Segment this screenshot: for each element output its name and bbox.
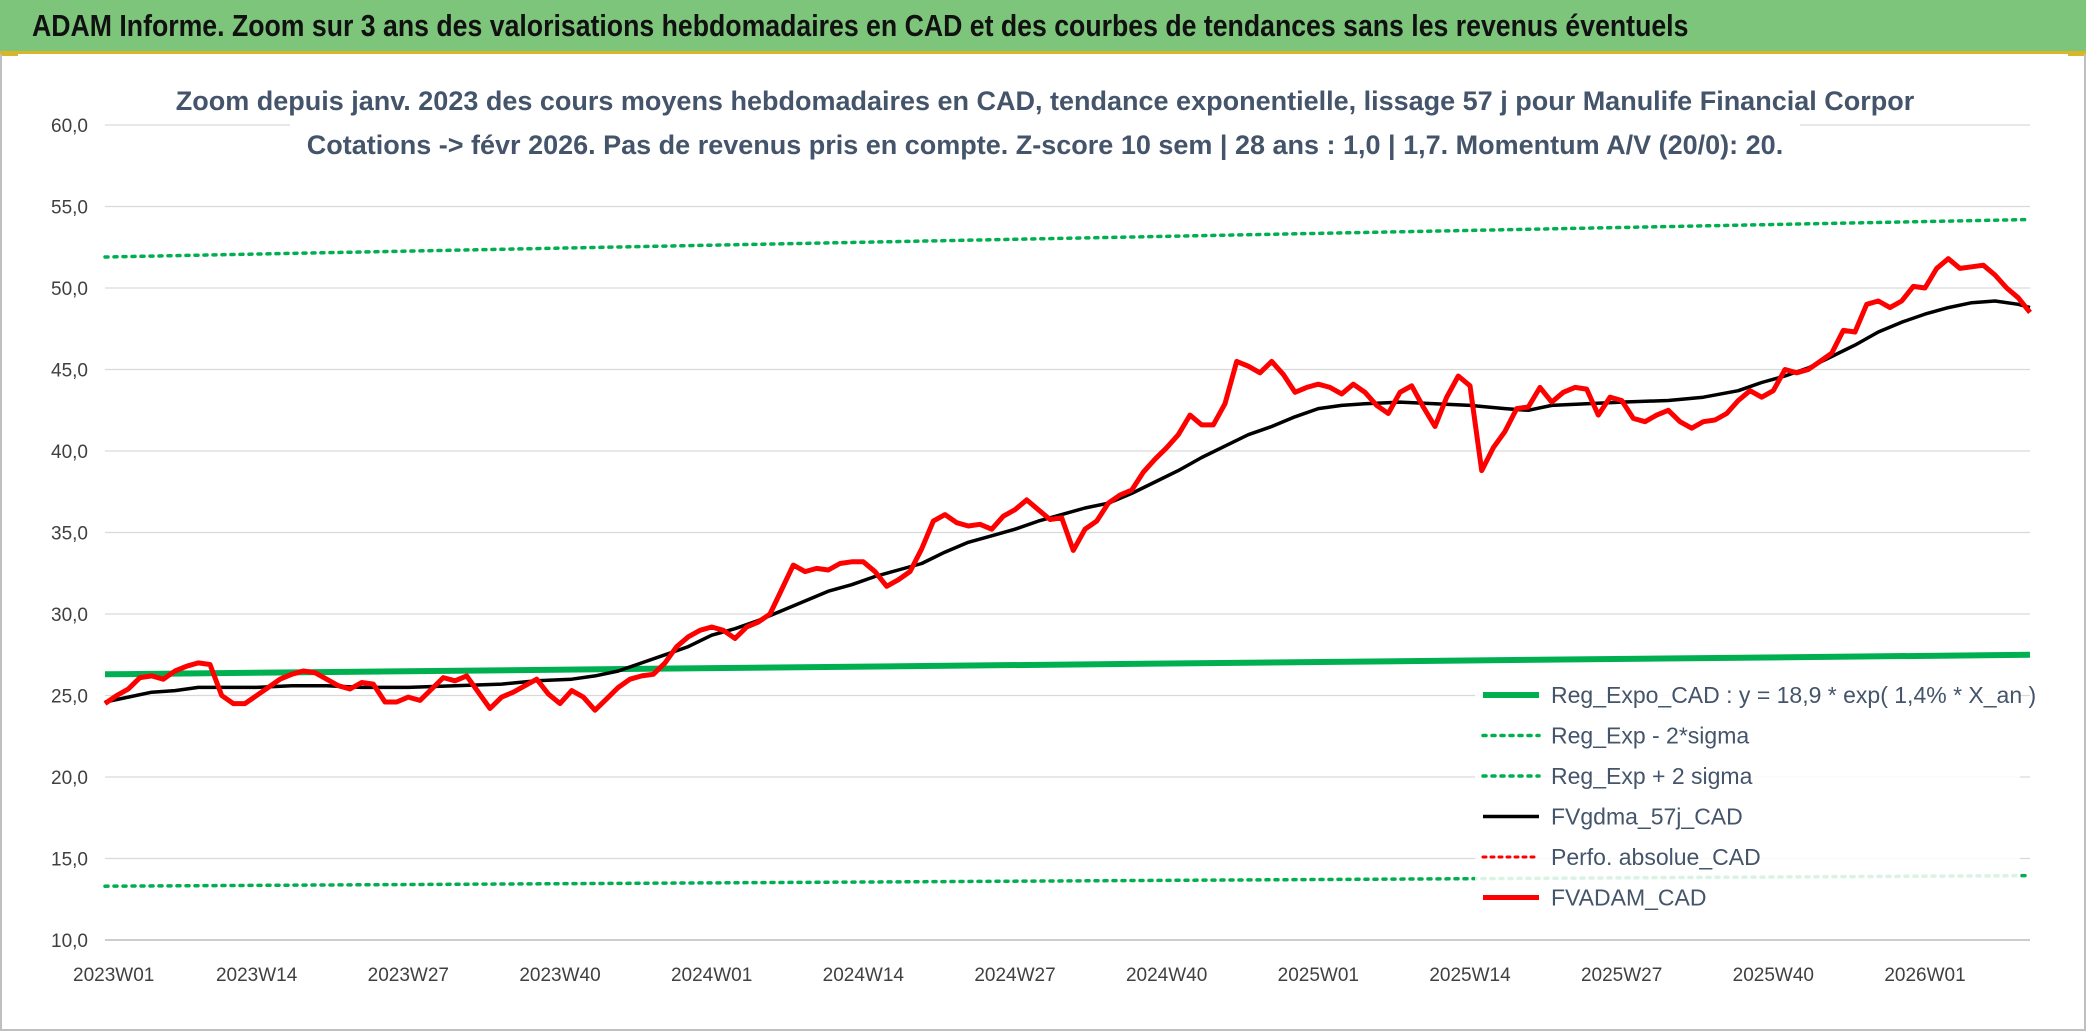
chart-title-line-2: Cotations -> févr 2026. Pas de revenus p… (307, 130, 1783, 160)
legend: Reg_Expo_CAD : y = 18,9 * exp( 1,4% * X_… (1475, 671, 2036, 921)
moving-average-line (104, 299, 2031, 704)
chart-frame (0, 54, 2086, 1031)
x-tick-label: 2025W01 (1278, 965, 1359, 986)
legend-label: Reg_Expo_CAD : y = 18,9 * exp( 1,4% * X_… (1551, 682, 2036, 708)
corner-accent-right (2068, 52, 2086, 56)
legend-background (1475, 671, 2020, 921)
y-tick-label: 20,0 (51, 768, 88, 789)
x-tick-label: 2025W14 (1429, 965, 1511, 986)
y-tick-label: 15,0 (51, 850, 88, 871)
regression-line (104, 651, 2031, 678)
legend-label: Reg_Exp + 2 sigma (1551, 763, 1753, 789)
x-tick-label: 2024W14 (823, 965, 905, 986)
y-axis-ticks: 10,0 15,0 20,0 25,0 30,0 35,0 40,0 45,0 50,0 55,0… (51, 116, 88, 952)
x-tick-label: 2025W40 (1733, 965, 1814, 986)
x-tick-label: 2023W01 (73, 965, 154, 986)
report-title: ADAM Informe. Zoom sur 3 ans des valoris… (32, 8, 1689, 43)
x-tick-label: 2023W27 (368, 965, 449, 986)
x-tick-label: 2023W14 (216, 965, 298, 986)
y-tick-label: 35,0 (51, 524, 88, 545)
report-banner: ADAM Informe. Zoom sur 3 ans des valoris… (0, 0, 2086, 54)
y-tick-label: 10,0 (51, 931, 88, 952)
x-tick-label: 2024W40 (1126, 965, 1207, 986)
y-tick-label: 50,0 (51, 279, 88, 300)
title-background (290, 80, 1800, 168)
x-tick-label: 2026W01 (1884, 965, 1965, 986)
x-tick-label: 2023W40 (519, 965, 600, 986)
x-axis-ticks: 2023W01 2023W14 2023W27 2023W40 2024W01 2024W… (73, 965, 1966, 986)
y-tick-label: 30,0 (51, 605, 88, 626)
y-tick-label: 55,0 (51, 198, 88, 219)
price-line (103, 256, 2032, 713)
y-tick-label: 40,0 (51, 442, 88, 463)
x-tick-label: 2025W27 (1581, 965, 1662, 986)
x-tick-label: 2024W01 (671, 965, 752, 986)
chart-title-line-1: Zoom depuis janv. 2023 des cours moyens … (176, 86, 1915, 116)
chart-title: Zoom depuis janv. 2023 des cours moyens … (176, 80, 1915, 168)
x-tick-label: 2024W27 (974, 965, 1055, 986)
legend-label: FVgdma_57j_CAD (1551, 804, 1743, 830)
legend-label: FVADAM_CAD (1551, 885, 1707, 911)
y-tick-label: 25,0 (51, 687, 88, 708)
y-tick-label: 45,0 (51, 361, 88, 382)
legend-label: Perfo. absolue_CAD (1551, 844, 1761, 870)
corner-accent-left (0, 52, 18, 56)
legend-label: Reg_Exp - 2*sigma (1551, 723, 1749, 749)
y-tick-label: 60,0 (51, 116, 88, 137)
upper-sigma-line (103, 217, 2032, 259)
